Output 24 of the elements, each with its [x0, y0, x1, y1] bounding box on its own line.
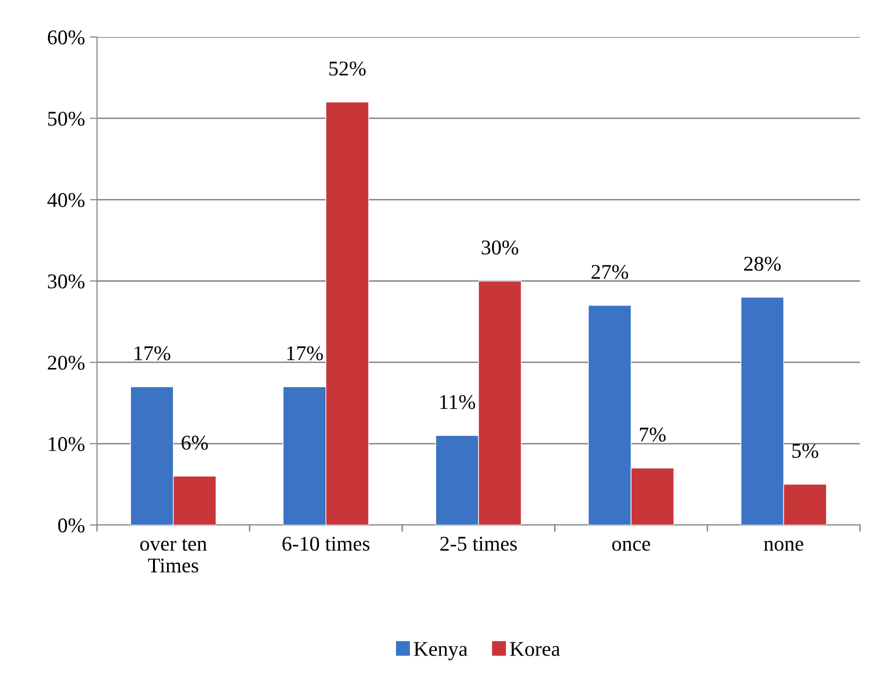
x-tick-label: 2-5 times — [440, 536, 517, 551]
y-tick-label: 60% — [48, 30, 84, 44]
x-tick-label: over ten Times — [140, 538, 207, 573]
data-label: 11% — [440, 395, 476, 410]
y-tick-label: 20% — [48, 356, 84, 370]
data-label: 5% — [792, 444, 818, 458]
data-label: 17% — [287, 346, 323, 360]
data-label: 27% — [592, 264, 628, 280]
x-tick-label: once — [612, 540, 650, 551]
y-tick-label: 40% — [47, 193, 84, 208]
y-tick-label: 30% — [48, 274, 84, 288]
y-tick-label: 50% — [48, 112, 84, 126]
data-label: 28% — [744, 256, 781, 271]
data-label: 52% — [329, 62, 366, 76]
x-tick-label: 6-10 times — [282, 536, 370, 551]
data-label: 17% — [134, 346, 170, 360]
x-tick-label: none — [764, 540, 804, 551]
data-label: 7% — [640, 428, 666, 442]
legend-label: Kenya — [414, 642, 468, 660]
y-tick-label: 10% — [48, 437, 84, 452]
data-label: 30% — [482, 240, 518, 255]
legend-label: Korea — [510, 642, 560, 656]
data-label: 6% — [182, 436, 208, 450]
y-tick-label: 0% — [58, 518, 84, 532]
